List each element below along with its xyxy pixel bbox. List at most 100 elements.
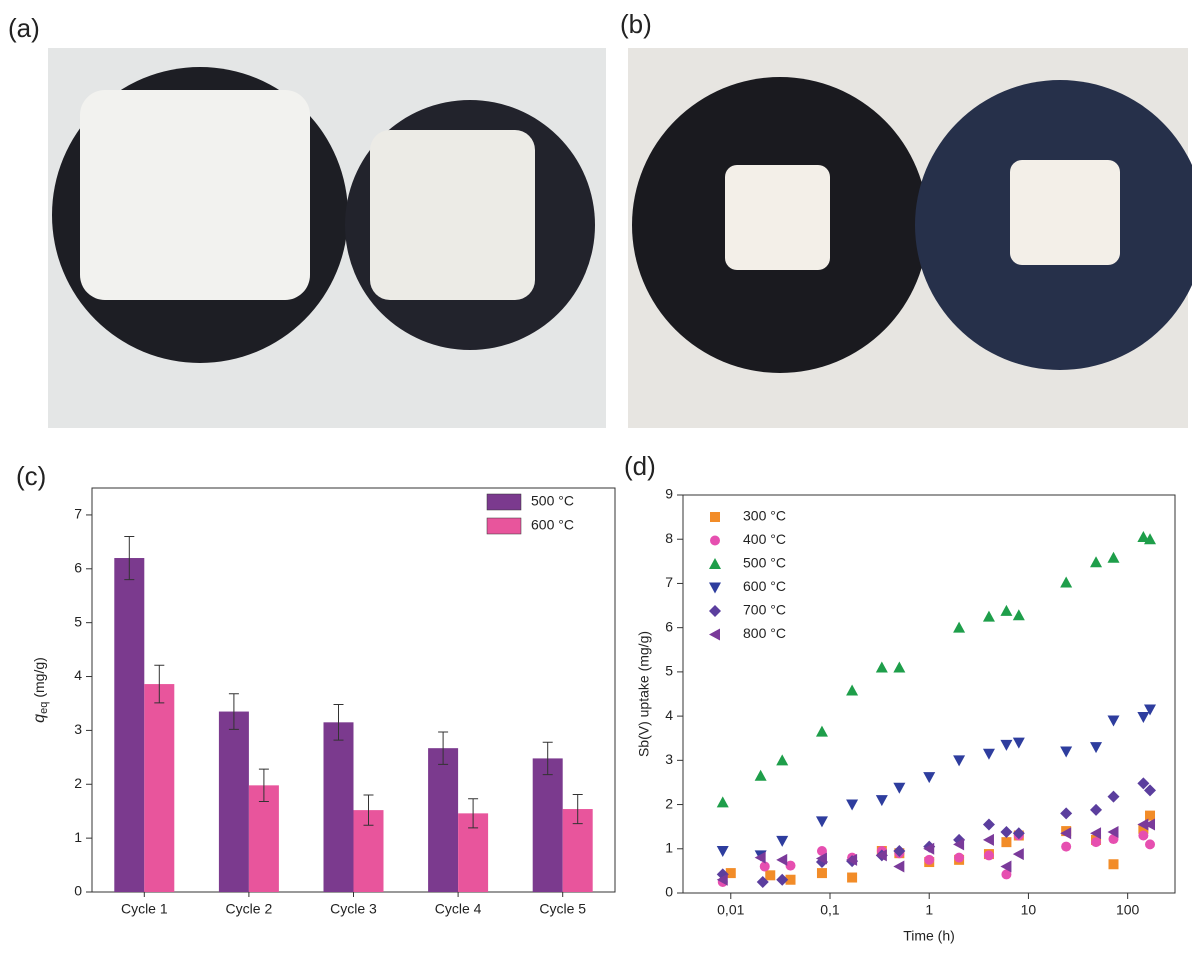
- bar: [324, 722, 354, 892]
- point: [1109, 859, 1119, 869]
- point: [1000, 605, 1012, 616]
- x-tick-label: 1: [925, 902, 933, 918]
- legend-marker: [709, 558, 721, 569]
- y-tick-label: 1: [665, 839, 673, 855]
- point: [924, 855, 934, 865]
- x-tick-label: Cycle 4: [435, 901, 482, 917]
- point: [1137, 712, 1149, 723]
- point: [1108, 791, 1120, 803]
- point: [755, 770, 767, 781]
- y-axis-label: qeq (mg/g): [31, 657, 50, 723]
- y-tick-label: 2: [665, 795, 673, 811]
- legend-marker: [710, 536, 720, 546]
- point: [1091, 837, 1101, 847]
- x-tick-label: Cycle 2: [226, 901, 273, 917]
- point: [1061, 842, 1071, 852]
- point: [1138, 831, 1148, 841]
- point: [846, 684, 858, 695]
- point: [776, 854, 787, 866]
- point: [816, 816, 828, 827]
- bar: [144, 684, 174, 892]
- point: [1090, 556, 1102, 567]
- point: [776, 754, 788, 765]
- legend-label: 500 °C: [743, 555, 786, 571]
- y-tick-label: 3: [74, 721, 82, 737]
- y-tick-label: 6: [74, 560, 82, 576]
- legend-label: 300 °C: [743, 508, 786, 524]
- y-tick-label: 0: [74, 883, 82, 899]
- point: [816, 726, 828, 737]
- y-tick-label: 5: [74, 613, 82, 629]
- point: [1060, 577, 1072, 588]
- y-tick-label: 0: [665, 884, 673, 900]
- x-tick-label: Cycle 3: [330, 901, 377, 917]
- point: [1000, 826, 1012, 838]
- point: [776, 836, 788, 847]
- y-axis-label-part: (mg/g): [31, 657, 47, 697]
- legend-marker: [709, 629, 720, 641]
- legend-label: 500 °C: [531, 493, 574, 509]
- x-tick-label: Cycle 5: [539, 901, 586, 917]
- y-axis-label: Sb(V) uptake (mg/g): [636, 631, 652, 757]
- legend-swatch: [487, 494, 521, 510]
- point: [1013, 738, 1025, 749]
- point: [1090, 742, 1102, 753]
- y-tick-label: 1: [74, 829, 82, 845]
- point: [876, 661, 888, 672]
- photo-a: [48, 48, 606, 428]
- legend-marker: [710, 512, 720, 522]
- point: [953, 755, 965, 766]
- y-tick-label: 8: [665, 530, 673, 546]
- point: [983, 834, 994, 846]
- x-axis-label: Time (h): [903, 928, 955, 944]
- bar: [533, 758, 563, 892]
- figure: (a) (b) (c) (d) 01234567Cycle 1Cycle 2Cy…: [0, 0, 1192, 956]
- point: [953, 622, 965, 633]
- y-tick-label: 9: [665, 486, 673, 502]
- y-tick-label: 7: [74, 506, 82, 522]
- point: [847, 873, 857, 883]
- panel-label: (d): [624, 451, 656, 481]
- x-tick-label: 10: [1021, 902, 1037, 918]
- legend-label: 600 °C: [531, 517, 574, 533]
- point: [1060, 807, 1072, 819]
- legend-label: 700 °C: [743, 602, 786, 618]
- y-tick-label: 7: [665, 574, 673, 590]
- y-axis-label-part: q: [31, 714, 48, 723]
- panel-label: (a): [8, 13, 40, 43]
- point: [1145, 811, 1155, 821]
- legend-swatch: [487, 518, 521, 534]
- point: [1013, 609, 1025, 620]
- point: [893, 661, 905, 672]
- point: [876, 795, 888, 806]
- point: [1090, 804, 1102, 816]
- point: [1145, 839, 1155, 849]
- y-tick-label: 3: [665, 751, 673, 767]
- point: [1001, 837, 1011, 847]
- point: [1013, 848, 1024, 860]
- point: [983, 818, 995, 830]
- legend-label: 600 °C: [743, 578, 786, 594]
- photo-b: [628, 48, 1192, 428]
- point: [984, 850, 994, 860]
- x-tick-label: 0,1: [820, 902, 840, 918]
- x-tick-label: 100: [1116, 902, 1140, 918]
- y-tick-label: 5: [665, 663, 673, 679]
- legend-label: 400 °C: [743, 531, 786, 547]
- point: [1108, 552, 1120, 563]
- y-tick-label: 2: [74, 775, 82, 791]
- legend-marker: [709, 605, 721, 617]
- point: [923, 772, 935, 783]
- point: [1000, 740, 1012, 751]
- point: [893, 860, 904, 872]
- y-tick-label: 4: [74, 667, 82, 683]
- y-tick-label: 6: [665, 618, 673, 634]
- point: [765, 870, 775, 880]
- panel-label: (b): [620, 9, 652, 39]
- point: [893, 783, 905, 794]
- point: [983, 611, 995, 622]
- point: [817, 868, 827, 878]
- y-axis-label-part: eq: [38, 702, 50, 714]
- legend-marker: [709, 583, 721, 594]
- y-tick-label: 4: [665, 707, 673, 723]
